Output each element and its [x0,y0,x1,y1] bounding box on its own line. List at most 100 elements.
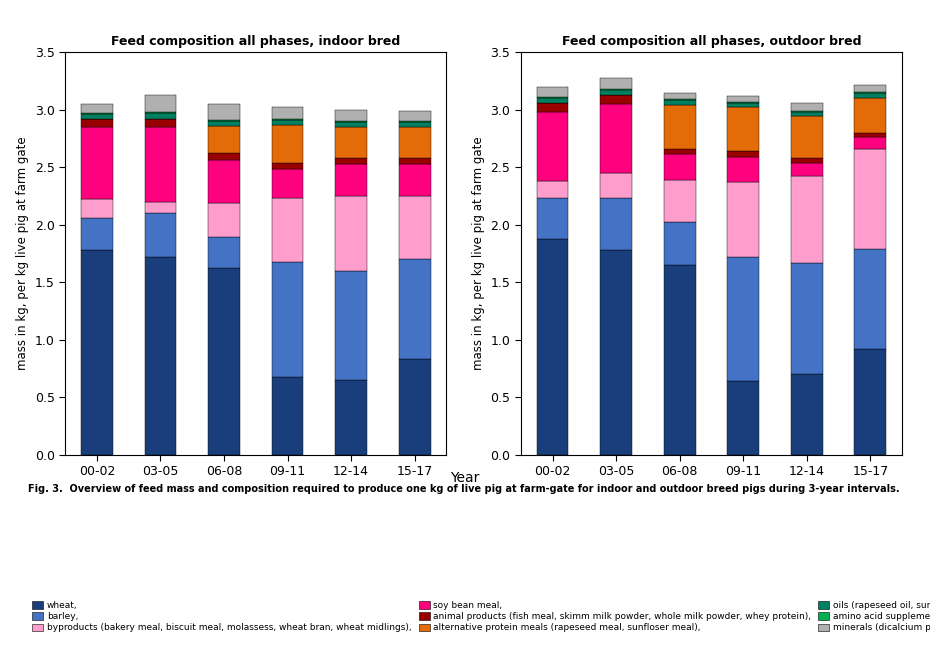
Bar [335,271,367,380]
Bar [790,158,823,162]
Title: Feed composition all phases, indoor bred: Feed composition all phases, indoor bred [111,35,401,48]
Bar [208,120,240,121]
Bar [600,90,632,95]
Bar [81,113,113,114]
Bar [399,164,431,196]
Bar [208,121,240,125]
Text: Year: Year [450,471,480,485]
Bar [537,98,568,103]
Y-axis label: mass in kg, per kg live pig at farm gate: mass in kg, per kg live pig at farm gate [16,136,29,370]
Bar [727,96,759,101]
Bar [81,250,113,455]
Bar [537,97,568,98]
Bar [664,222,696,265]
Bar [81,127,113,200]
Bar [81,119,113,127]
Bar [144,257,177,455]
Bar [727,151,759,157]
Bar [790,111,823,112]
Bar [144,119,177,127]
Bar [664,155,696,180]
Bar [399,259,431,359]
Bar [144,202,177,213]
Bar [727,382,759,455]
Bar [855,94,886,98]
Bar [272,125,303,162]
Bar [727,257,759,382]
Bar [399,121,431,122]
Bar [144,127,177,202]
Bar [855,349,886,455]
Bar [664,105,696,149]
Bar [208,268,240,455]
Bar [537,181,568,198]
Bar [335,380,367,455]
Bar [664,149,696,155]
Bar [399,111,431,121]
Bar [81,104,113,113]
Bar [208,203,240,237]
Bar [790,162,823,176]
Bar [272,119,303,120]
Bar [664,265,696,455]
Bar [399,158,431,164]
Bar [790,116,823,158]
Bar [600,104,632,173]
Bar [855,249,886,349]
Bar [790,103,823,111]
Bar [855,98,886,133]
Bar [600,173,632,198]
Bar [727,107,759,151]
Bar [335,127,367,158]
Bar [208,161,240,203]
Bar [664,94,696,99]
Bar [790,112,823,116]
Bar [144,95,177,112]
Bar [272,261,303,377]
Bar [272,198,303,261]
Bar [335,158,367,164]
Bar [399,127,431,158]
Bar [399,122,431,127]
Bar [208,153,240,161]
Bar [727,182,759,257]
Bar [855,133,886,137]
Bar [272,162,303,170]
Bar [600,79,632,89]
Bar [855,92,886,94]
Bar [537,198,568,239]
Bar [727,157,759,182]
Legend: wheat,, barley,, byproducts (bakery meal, biscuit meal, molassess, wheat bran, w: wheat,, barley,, byproducts (bakery meal… [33,601,930,632]
Bar [399,196,431,259]
Bar [81,114,113,119]
Bar [272,107,303,119]
Title: Feed composition all phases, outdoor bred: Feed composition all phases, outdoor bre… [562,35,861,48]
Bar [727,101,759,103]
Bar [335,196,367,271]
Bar [81,218,113,250]
Bar [664,99,696,100]
Bar [399,359,431,455]
Y-axis label: mass in kg, per kg live pig at farm gate: mass in kg, per kg live pig at farm gate [472,136,485,370]
Bar [855,149,886,249]
Bar [537,239,568,455]
Bar [144,113,177,119]
Bar [537,103,568,112]
Bar [335,164,367,196]
Bar [600,198,632,250]
Bar [727,103,759,107]
Bar [664,180,696,222]
Bar [144,112,177,113]
Bar [664,100,696,105]
Bar [600,89,632,90]
Bar [272,120,303,125]
Bar [335,110,367,121]
Bar [790,176,823,263]
Bar [144,213,177,257]
Bar [81,200,113,218]
Bar [272,170,303,198]
Bar [600,250,632,455]
Bar [537,86,568,97]
Bar [855,137,886,149]
Bar [855,85,886,92]
